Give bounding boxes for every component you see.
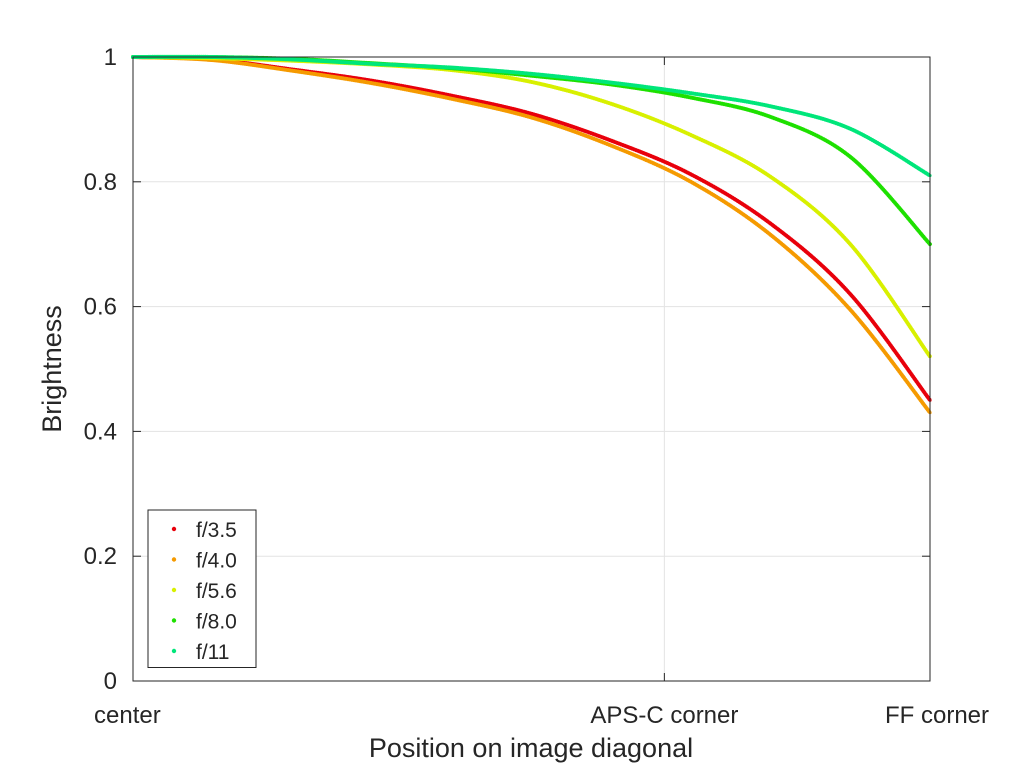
data-point-f/8.0-8 (769, 115, 773, 119)
legend-label-f/11: f/11 (196, 641, 229, 664)
data-point-f/5.6-7 (689, 133, 693, 137)
data-point-f/11-6 (609, 80, 613, 85)
data-point-f/4.0-7 (689, 180, 693, 184)
data-point-f/5.6-5 (529, 80, 534, 84)
data-point-f/5.6-6 (609, 102, 613, 106)
data-point-f/4.0-5 (529, 115, 534, 120)
y-tick-label: 0.2 (84, 543, 117, 570)
data-point-f/5.6-9 (848, 242, 852, 246)
data-point-f/4.0-9 (848, 308, 852, 312)
legend-label-f/8.0: f/8.0 (196, 611, 237, 634)
data-point-f/4.0-4 (450, 97, 454, 101)
legend-label-f/4.0: f/4.0 (196, 550, 237, 573)
data-point-f/3.5-8 (769, 222, 773, 226)
y-tick-label: 0.4 (84, 418, 117, 445)
data-point-f/3.5-5 (529, 112, 534, 116)
data-point-f/8.0-9 (848, 155, 852, 159)
x-axis-title: Position on image diagonal (369, 733, 693, 763)
series-line-f/4.0 (131, 55, 932, 415)
legend-label-f/5.6: f/5.6 (196, 580, 237, 603)
data-point-f/4.0-6 (609, 144, 613, 148)
legend-marker-f/11 (171, 648, 177, 654)
data-point-f/5.6-8 (769, 175, 773, 179)
x-tick-label: APS-C corner (590, 702, 738, 729)
data-point-f/11-7 (689, 91, 693, 95)
x-tick-label: center (94, 702, 161, 729)
data-point-f/11-5 (529, 72, 534, 76)
data-point-f/11-9 (848, 127, 852, 131)
series-layer (131, 54, 932, 415)
data-point-f/11-3 (370, 62, 374, 66)
data-point-f/3.5-6 (609, 139, 613, 143)
series-line-f/5.6 (131, 55, 932, 359)
data-point-f/3.5-4 (450, 94, 454, 98)
data-point-f/11-2 (290, 57, 294, 62)
legend-marker-f/4.0 (171, 557, 177, 562)
series-line-f/8.0 (131, 54, 932, 247)
y-tick-label: 1 (104, 44, 117, 71)
legend-marker-f/8.0 (171, 618, 177, 623)
data-point-f/11-4 (450, 66, 454, 70)
legend-marker-f/3.5 (171, 526, 177, 532)
legend-marker-f/5.6 (171, 587, 177, 593)
plot-frame (132, 56, 931, 682)
y-axis-title: Brightness (37, 305, 67, 433)
legend: f/3.5 f/4.0 f/5.6 f/8.0 f/11 (147, 509, 257, 668)
data-point-f/11-8 (769, 104, 773, 108)
y-tick-label: 0 (104, 668, 117, 695)
data-point-f/4.0-8 (769, 233, 773, 237)
data-point-f/8.0-7 (689, 95, 693, 100)
legend-label-f/3.5: f/3.5 (196, 519, 237, 542)
data-point-f/4.0-2 (290, 69, 294, 73)
x-tick-label: FF corner (885, 702, 989, 729)
legend-box (147, 509, 257, 668)
data-point-f/4.0-3 (370, 81, 374, 85)
tick-layer: 0 0.2 0.4 0.6 0.8 1 center APS-C corner FF corne… (84, 44, 989, 729)
data-point-f/3.5-9 (848, 292, 852, 296)
series-line-f/3.5 (131, 55, 932, 403)
data-point-f/3.5-7 (689, 172, 693, 176)
y-tick-label: 0.6 (84, 294, 117, 321)
y-tick-label: 0.8 (84, 169, 117, 196)
